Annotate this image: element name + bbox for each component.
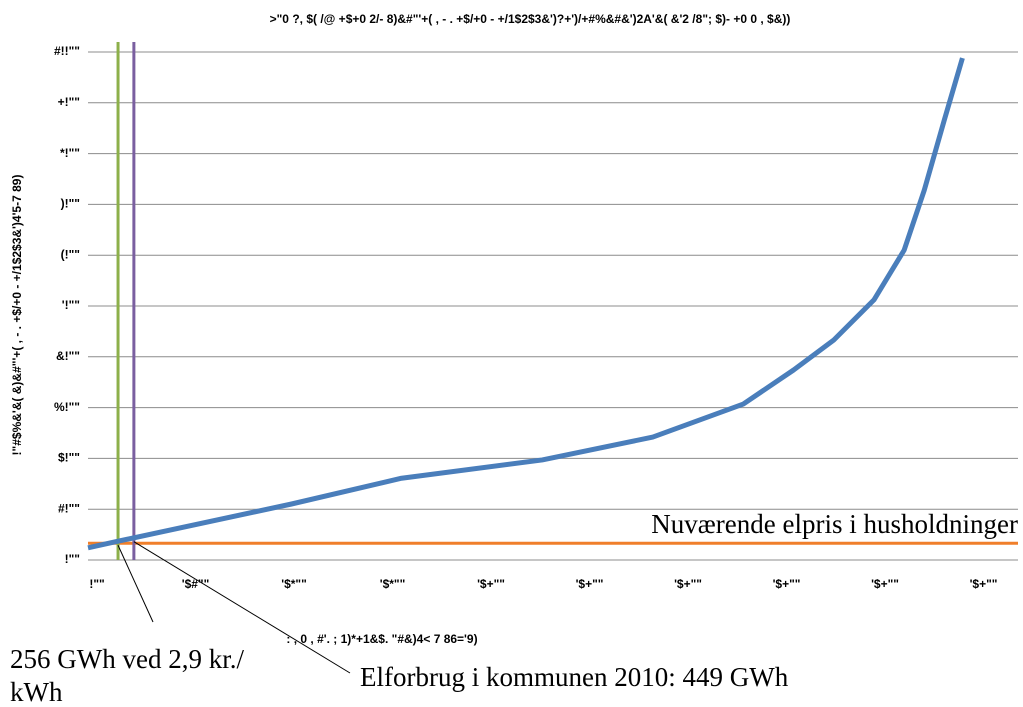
reference-label: Nuværende elpris i husholdninger (651, 509, 1018, 539)
x-tick-label: '$*"" (380, 577, 406, 591)
annotation-line: kWh (10, 677, 63, 707)
data-line (87, 57, 965, 551)
x-tick-label: '$+"" (871, 577, 899, 591)
y-tick-label: '!"" (62, 298, 80, 312)
y-tick-label: )!"" (61, 197, 80, 211)
y-axis-label: !"#$%&'&( &)&#"'+( , - . +$/+0 - +/1$2$3… (10, 175, 24, 456)
leader-line (133, 541, 351, 674)
y-tick-label: !"" (65, 552, 80, 566)
y-tick-label: *!"" (60, 146, 80, 160)
y-tick-label: &!"" (56, 349, 80, 363)
annotation-line: 256 GWh ved 2,9 kr./ (10, 644, 244, 674)
annotation: 256 GWh ved 2,9 kr./kWh (10, 644, 244, 707)
leader-line (117, 545, 154, 623)
x-tick-label: '$+"" (970, 577, 998, 591)
y-tick-label: #!"" (58, 501, 80, 515)
x-tick-label: '$+"" (576, 577, 604, 591)
x-tick-label: '$#"" (182, 577, 210, 591)
x-tick-label: '$+"" (674, 577, 702, 591)
x-tick-label: '$+"" (773, 577, 801, 591)
y-tick-label: +!"" (58, 95, 80, 109)
x-axis-label: : , 0 , #'. ; 1)*+1&$. "#&)4< 7 86='9) (286, 632, 477, 646)
y-tick-label: #!!"" (54, 44, 80, 58)
y-tick-label: %!"" (54, 400, 80, 414)
y-tick-label: (!"" (61, 247, 80, 261)
x-tick-label: '$*"" (281, 577, 307, 591)
chart-title: >"0 ?, $( /@ +$+0 2/- 8)&#"'+( , - . +$/… (270, 12, 791, 26)
y-tick-label: $!"" (58, 451, 80, 465)
x-tick-label: '$+"" (477, 577, 505, 591)
x-tick-label: !"" (89, 577, 104, 591)
annotation: Elforbrug i kommunen 2010: 449 GWh (360, 662, 789, 692)
